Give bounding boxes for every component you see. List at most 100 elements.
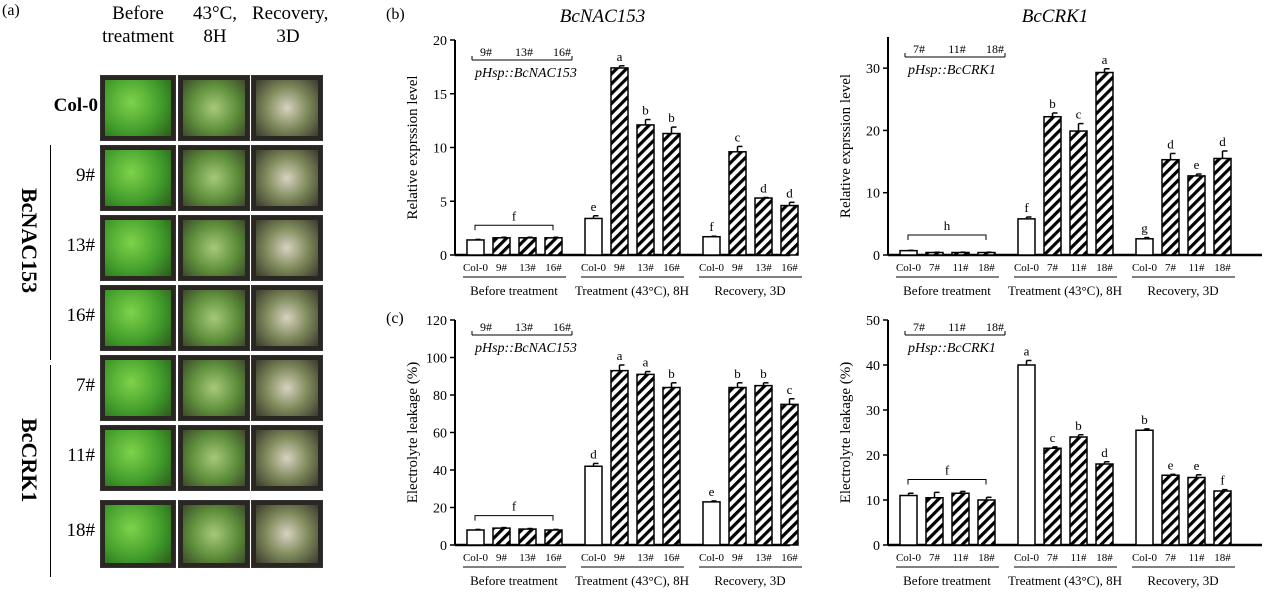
plant-photo	[251, 425, 323, 491]
y-tick-label: 30	[866, 404, 880, 419]
chart-title: BcCRK1	[1022, 6, 1089, 27]
bar	[1069, 436, 1088, 546]
row-label: 7#	[76, 375, 95, 396]
y-tick-label: 0	[440, 249, 447, 264]
significance-letter: b	[642, 103, 649, 118]
row-label: 18#	[66, 520, 96, 541]
significance-letter: b	[668, 110, 675, 125]
group-divider	[50, 145, 51, 360]
x-tick-label: 18#	[978, 552, 995, 564]
plant-photo	[251, 75, 323, 141]
legend-line-label: 7#	[913, 42, 925, 56]
y-axis-label: Electrolyte leakage (%)	[405, 362, 421, 504]
y-tick-label: 0	[873, 249, 880, 264]
y-tick-label: 0	[440, 539, 447, 554]
bar	[1043, 447, 1062, 546]
legend-construct: pHsp::BcCRK1	[907, 63, 996, 78]
bar	[492, 237, 511, 256]
x-tick-label: 11#	[1188, 262, 1205, 274]
significance-letter: f	[1024, 200, 1029, 215]
significance-letter: c	[1050, 430, 1056, 445]
significance-letter: h	[944, 218, 951, 233]
plant-photo	[100, 285, 176, 351]
x-tick-label: 18#	[1096, 552, 1113, 564]
legend-line-label: 13#	[515, 45, 533, 59]
bar	[518, 237, 537, 256]
group-label: Before treatment	[903, 573, 991, 588]
legend-construct: pHsp::BcNAC153	[474, 66, 577, 81]
x-tick-label: 18#	[1214, 552, 1231, 564]
significance-letter: b	[1049, 96, 1056, 111]
significance-letter: d	[760, 180, 767, 195]
bar	[977, 499, 996, 546]
panel-label-b: (b)	[386, 6, 405, 23]
legend-line-label: 11#	[948, 42, 966, 56]
y-tick-label: 100	[426, 352, 447, 367]
bar	[702, 501, 721, 546]
y-tick-label: 120	[426, 314, 447, 329]
plant-photo	[251, 145, 323, 211]
bar	[1161, 474, 1180, 546]
significance-letter: c	[735, 129, 741, 144]
significance-letter: c	[787, 382, 793, 397]
significance-letter: e	[709, 484, 715, 499]
x-tick-label: 11#	[952, 262, 969, 274]
x-tick-label: 7#	[1165, 552, 1177, 564]
group-label: Recovery, 3D	[714, 573, 785, 588]
bar	[1135, 429, 1154, 546]
y-tick-label: 40	[866, 359, 880, 374]
significance-letter: f	[1220, 473, 1225, 488]
y-tick-label: 10	[866, 187, 880, 202]
bar	[1043, 115, 1062, 256]
row-label: 11#	[67, 445, 95, 466]
significance-letter: d	[590, 446, 597, 461]
group-label: Before treatment	[470, 573, 558, 588]
x-tick-label: 9#	[614, 552, 626, 564]
group-label: Recovery, 3D	[1147, 283, 1218, 298]
plant-photo	[178, 500, 250, 568]
significance-letter: c	[1076, 107, 1082, 122]
legend-construct: pHsp::BcCRK1	[907, 341, 996, 356]
y-tick-label: 20	[866, 449, 880, 464]
bar	[466, 529, 485, 546]
group-label: Treatment (43°C), 8H	[1008, 573, 1122, 588]
significance-letter: f	[512, 208, 517, 223]
y-tick-label: 10	[866, 494, 880, 509]
significance-letter: a	[617, 348, 623, 363]
bar	[1213, 490, 1232, 546]
significance-letter: e	[1168, 457, 1174, 472]
significance-letter: e	[1194, 157, 1200, 172]
plant-photo	[178, 215, 250, 281]
bar	[584, 217, 603, 256]
plant-photo	[251, 355, 323, 421]
x-tick-label: 13#	[755, 552, 772, 564]
significance-letter: f	[945, 462, 950, 477]
plant-photo	[251, 285, 323, 351]
group-label: Recovery, 3D	[1147, 573, 1218, 588]
significance-letter: d	[786, 185, 793, 200]
plant-photo	[100, 500, 176, 568]
group-label: Treatment (43°C), 8H	[1008, 283, 1122, 298]
column-header-recovery: Recovery, 3D	[252, 3, 329, 47]
plant-photo	[100, 75, 176, 141]
bar	[1187, 476, 1206, 546]
significance-letter: g	[1141, 221, 1148, 236]
legend-line-label: 11#	[948, 320, 966, 334]
y-tick-label: 20	[433, 34, 447, 49]
column-header-before: Before treatment	[102, 3, 174, 47]
x-tick-label: 9#	[496, 262, 508, 274]
legend-line-label: 16#	[553, 320, 571, 334]
x-tick-label: Col-0	[1132, 552, 1158, 564]
y-axis-label: Relative exprssion level	[838, 74, 854, 218]
group-label: Before treatment	[470, 283, 558, 298]
group-label: Before treatment	[903, 283, 991, 298]
x-tick-label: 11#	[952, 552, 969, 564]
significance-bracket	[907, 234, 987, 240]
x-tick-label: 16#	[663, 552, 680, 564]
x-tick-label: 16#	[545, 552, 562, 564]
row-label: 9#	[76, 165, 95, 186]
significance-letter: a	[643, 355, 649, 370]
x-tick-label: 7#	[929, 262, 941, 274]
x-tick-label: Col-0	[1014, 262, 1040, 274]
